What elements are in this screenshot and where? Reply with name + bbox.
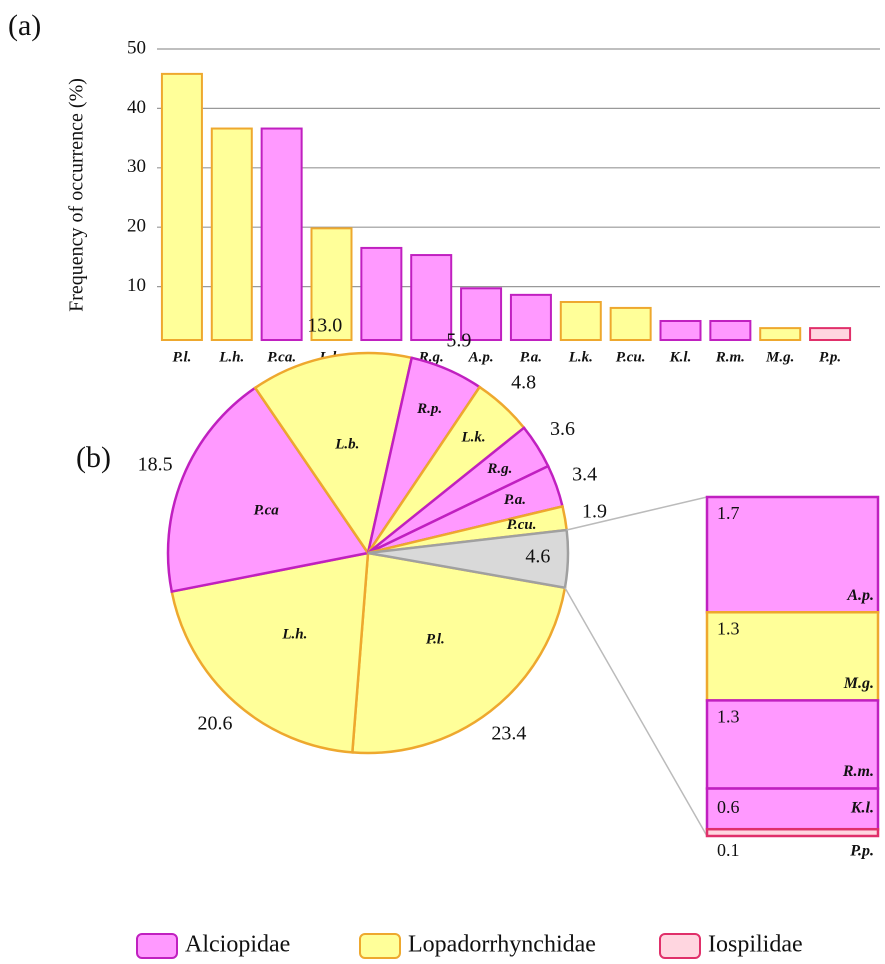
stack-segment [705,611,880,702]
bar [609,306,652,342]
bar [410,254,453,341]
panel-label: (a) [8,9,41,42]
legend-swatch [136,933,178,959]
y-tick-label: 10 [127,275,146,296]
y-tick-label: 50 [127,37,146,58]
pie-slice [170,551,370,754]
x-tick-label: P.cu. [616,349,646,365]
x-tick-label: A.p. [468,349,494,365]
bar [310,227,353,341]
x-tick-label: M.g. [765,349,794,365]
y-tick-label: 20 [127,216,146,237]
value-label: 1.9 [582,500,607,522]
pie-slice [166,386,371,594]
panel-label: (b) [76,441,111,474]
pie-slice [253,351,414,557]
value-label: 13.0 [307,315,342,337]
slice-label: R.g. [486,461,512,477]
stack-segment [705,827,880,838]
x-tick-label: L.k. [568,349,593,365]
segment-value: 1.3 [717,618,740,638]
bar [559,300,602,342]
bar [360,246,403,341]
bar [659,319,702,342]
x-tick-label: L.h. [218,349,244,365]
segment-label: M.g. [843,675,874,692]
legend-swatch [659,933,701,959]
slice-label: P.ca [254,503,280,519]
value-label: 5.9 [446,329,471,351]
legend-label: Lopadorrhynchidae [408,932,596,958]
value-label: 4.8 [511,371,536,393]
bar [809,327,852,341]
value-label: 3.6 [550,418,575,440]
connector [566,496,708,531]
y-tick-label: 40 [127,97,146,118]
x-tick-label: K.l. [669,349,692,365]
segment-value: 1.7 [717,503,740,523]
bar [509,293,552,341]
value-label: 4.6 [525,546,550,568]
segment-value: 0.6 [717,797,740,817]
slice-label: P.a. [504,492,526,508]
slice-label: L.k. [460,430,485,446]
slice-label: P.l. [426,631,445,647]
segment-value: 1.3 [717,707,740,727]
x-tick-label: P.a. [520,349,542,365]
bar [709,319,752,342]
value-label: 18.5 [138,453,173,475]
legend-swatch [359,933,401,959]
pie-slice [367,528,570,590]
bar [759,327,802,341]
stack-segment [705,699,880,790]
slice-label: L.b. [334,436,359,452]
slice-label: L.h. [281,627,307,643]
pie-slice [350,551,567,755]
segment-label: A.p. [846,587,874,604]
segment-label: K.l. [850,800,874,817]
value-label: 20.6 [198,712,233,734]
legend-label: Iospilidae [708,932,803,958]
segment-value: 0.1 [717,840,740,860]
segment-label: R.m. [842,763,874,780]
value-label: 3.4 [572,463,597,485]
y-tick-label: 30 [127,156,146,177]
slice-label: R.p. [416,401,442,417]
value-label: 23.4 [491,722,526,744]
x-tick-label: R.m. [715,349,745,365]
bar [210,127,253,341]
x-tick-label: P.l. [172,349,191,365]
connector [564,587,708,837]
slice-label: P.cu. [507,517,537,533]
bar [260,127,303,341]
bar [460,287,503,341]
legend-label: Alciopidae [185,932,290,958]
y-axis-label: Frequency of occurrence (%) [66,78,88,312]
x-tick-label: P.p. [819,349,841,365]
segment-label: P.p. [849,843,874,860]
x-tick-label: P.ca. [267,349,296,365]
bar [160,72,203,341]
